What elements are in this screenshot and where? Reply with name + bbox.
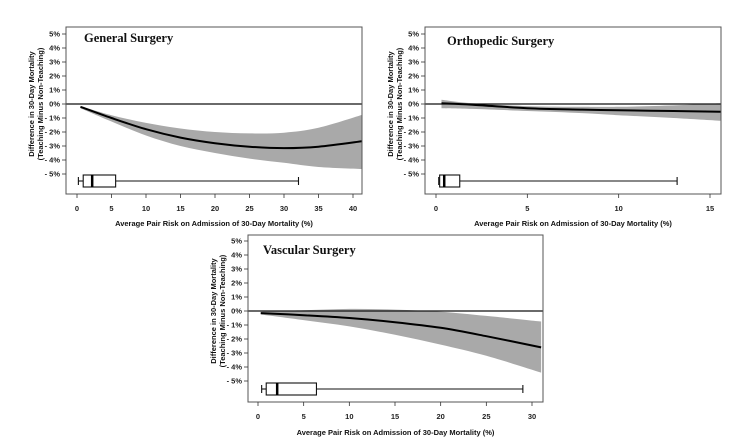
boxplot-box [439, 174, 461, 188]
x-axis-title: Average Pair Risk on Admission of 30-Day… [474, 219, 672, 228]
x-tick-label: 30 [528, 412, 536, 421]
y-tick-label: 3% [408, 58, 419, 67]
estimate-line [260, 312, 542, 349]
y-tick-label: 2% [49, 72, 60, 81]
boxplot-box [265, 382, 318, 396]
y-axis-title-line: (Teaching Minus Non-Teaching) [36, 47, 45, 160]
panel-orthopedic-surgery: 5% 4% 3% 2% 1% 0% - 1% - 2% - 3% - 4% - 5% 0 5 10 15 Or… [386, 26, 722, 228]
y-tick-label: - 3% [45, 142, 61, 151]
y-axis-title-line: Difference in 30-Day Mortality [209, 257, 218, 363]
y-tick-label: 0% [231, 307, 242, 316]
x-tick-label: 15 [706, 204, 714, 213]
x-tick-label: 5 [525, 204, 529, 213]
y-tick-label: 1% [408, 86, 419, 95]
plot-area [248, 308, 543, 396]
estimate-line [80, 105, 362, 150]
y-tick-label: 1% [231, 293, 242, 302]
y-tick-label: 4% [49, 44, 60, 53]
x-tick-label: 0 [434, 204, 438, 213]
y-tick-label: - 4% [45, 156, 61, 165]
y-tick-label: 4% [408, 44, 419, 53]
y-tick-label: - 3% [404, 142, 420, 151]
x-tick-label: 40 [349, 204, 357, 213]
panel-title: General Surgery [84, 31, 174, 45]
y-tick-label: - 3% [227, 349, 243, 358]
x-tick-label: 30 [280, 204, 288, 213]
x-axis-title: Average Pair Risk on Admission of 30-Day… [115, 219, 313, 228]
plot-frame [424, 26, 722, 195]
x-tick-label: 25 [482, 412, 490, 421]
x-tick-label: 15 [391, 412, 399, 421]
y-axis-title-line: (Teaching Minus Non-Teaching) [218, 254, 227, 367]
y-axis-title-line: Difference in 30-Day Mortality [27, 50, 36, 156]
panel-title: Vascular Surgery [263, 243, 356, 257]
x-tick-label: 10 [614, 204, 622, 213]
y-tick-label: 1% [49, 86, 60, 95]
plot-frame [247, 234, 544, 403]
plot-area [66, 103, 362, 188]
y-tick-label: - 1% [45, 114, 61, 123]
x-tick-label: 5 [109, 204, 113, 213]
x-axis-title: Average Pair Risk on Admission of 30-Day… [297, 428, 495, 437]
y-tick-label: - 5% [404, 170, 420, 179]
x-tick-label: 5 [302, 412, 306, 421]
y-axis-title-line: (Teaching Minus Non-Teaching) [395, 47, 404, 160]
panel-general-surgery: 5% 4% 3% 2% 1% 0% - 1% - 2% - 3% - 4% - 5% 0 5 10 15 20… [27, 26, 363, 228]
x-tick-label: 20 [436, 412, 444, 421]
y-tick-label: - 2% [45, 128, 61, 137]
x-tick-label: 20 [211, 204, 219, 213]
plot-area [425, 99, 721, 188]
confidence-band [260, 308, 542, 373]
y-tick-label: - 5% [227, 377, 243, 386]
y-axis-title-line: Difference in 30-Day Mortality [386, 50, 395, 156]
y-tick-label: 2% [231, 279, 242, 288]
y-tick-label: 0% [408, 100, 419, 109]
y-tick-label: 3% [49, 58, 60, 67]
y-tick-label: 0% [49, 100, 60, 109]
x-tick-label: 10 [345, 412, 353, 421]
x-tick-label: 0 [256, 412, 260, 421]
x-tick-label: 25 [245, 204, 253, 213]
y-tick-label: - 4% [227, 363, 243, 372]
panel-title: Orthopedic Surgery [447, 34, 555, 48]
confidence-band [80, 106, 362, 170]
y-tick-label: - 1% [227, 321, 243, 330]
y-tick-label: 5% [408, 30, 419, 39]
y-tick-label: 5% [231, 237, 242, 246]
y-tick-label: - 1% [404, 114, 420, 123]
y-tick-label: 4% [231, 251, 242, 260]
x-tick-label: 15 [176, 204, 184, 213]
y-tick-label: 3% [231, 265, 242, 274]
x-tick-label: 35 [314, 204, 322, 213]
y-tick-label: 2% [408, 72, 419, 81]
plot-frame [65, 26, 363, 195]
boxplot-box [82, 174, 117, 188]
y-tick-label: - 4% [404, 156, 420, 165]
y-tick-label: - 5% [45, 170, 61, 179]
x-tick-label: 0 [75, 204, 79, 213]
y-tick-label: - 2% [227, 335, 243, 344]
y-tick-label: 5% [49, 30, 60, 39]
x-tick-label: 10 [142, 204, 150, 213]
estimate-line [441, 102, 721, 113]
panel-vascular-surgery: 5% 4% 3% 2% 1% 0% - 1% - 2% - 3% - 4% - 5% 0 5 10 15 20… [209, 234, 544, 437]
y-tick-label: - 2% [404, 128, 420, 137]
